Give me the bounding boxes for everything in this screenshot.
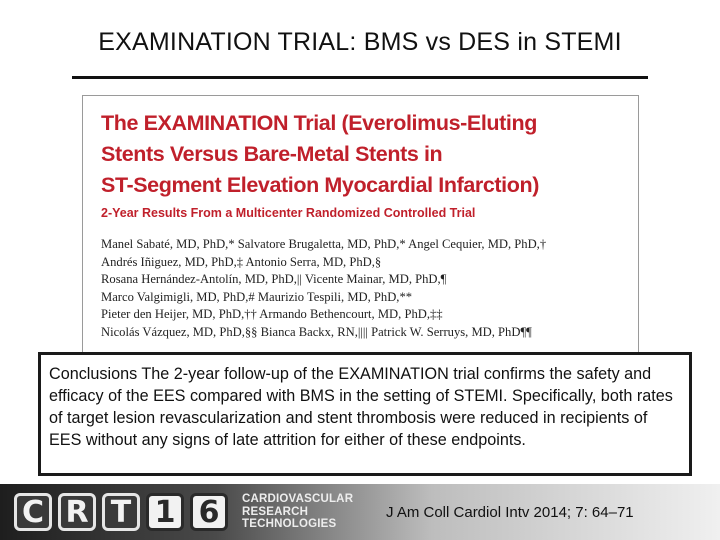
logo-text: CARDIOVASCULAR RESEARCH TECHNOLOGIES (242, 493, 353, 531)
author-line: Andrés Iñiguez, MD, PhD,‡ Antonio Serra,… (101, 254, 382, 269)
logo-letter: 1 (146, 493, 184, 531)
author-line: Marco Valgimigli, MD, PhD,# Maurizio Tes… (101, 289, 413, 304)
author-list: Manel Sabaté, MD, PhD,* Salvatore Brugal… (101, 236, 631, 342)
conclusions-box: Conclusions The 2-year follow-up of the … (38, 352, 692, 476)
article-subtitle: 2-Year Results From a Multicenter Random… (101, 206, 476, 220)
slide-title: EXAMINATION TRIAL: BMS vs DES in STEMI (98, 28, 622, 56)
logo-letter: C (14, 493, 52, 531)
logo-text-line: TECHNOLOGIES (242, 518, 337, 531)
logo-letter: 6 (190, 493, 228, 531)
logo-text-line: RESEARCH (242, 505, 309, 518)
author-line: Manel Sabaté, MD, PhD,* Salvatore Brugal… (101, 237, 547, 251)
article-excerpt: The EXAMINATION Trial (Everolimus-Elutin… (82, 95, 639, 359)
author-line: Nicolás Vázquez, MD, PhD,§§ Bianca Backx… (101, 324, 532, 339)
logo-text-line: CARDIOVASCULAR (242, 493, 354, 506)
author-line: Pieter den Heijer, MD, PhD,†† Armando Be… (101, 307, 443, 322)
author-line: Rosana Hernández-Antolín, MD, PhD,|| Vic… (101, 272, 447, 287)
article-title-line: ST-Segment Elevation Myocardial Infarcti… (101, 173, 539, 197)
article-title-line: Stents Versus Bare-Metal Stents in (101, 142, 443, 166)
article-title-line: The EXAMINATION Trial (Everolimus-Elutin… (101, 111, 537, 135)
logo-letter: T (102, 493, 140, 531)
conclusions-text: Conclusions The 2-year follow-up of the … (49, 365, 673, 449)
article-title: The EXAMINATION Trial (Everolimus-Elutin… (101, 108, 631, 201)
citation: J Am Coll Cardiol Intv 2014; 7: 64–71 (386, 504, 634, 521)
crt-logo: C R T 1 6 CARDIOVASCULAR RESEARCH TECHNO… (14, 492, 353, 532)
logo-letter: R (58, 493, 96, 531)
title-underline (72, 76, 648, 79)
